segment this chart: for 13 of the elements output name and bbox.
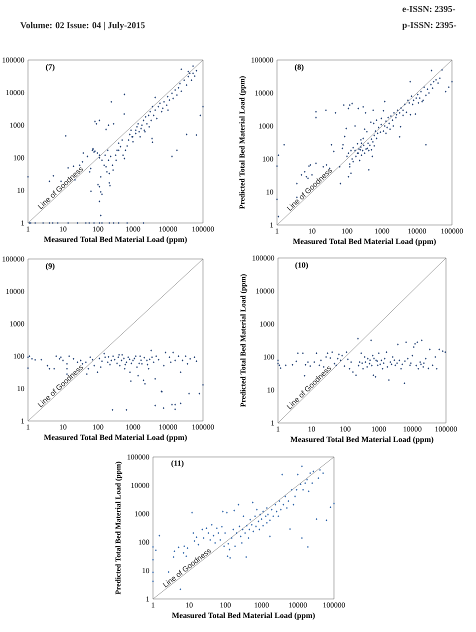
text: p-ISSN: 2395- (402, 22, 456, 30)
x-axis-title: Measured Total Bed Material Load (ppm) (172, 612, 315, 620)
x-axis-title: Measured Total Bed Material Load (ppm) (44, 434, 187, 442)
text: e-ISSN: 2395- (402, 6, 456, 12)
chart-title: (9) (46, 263, 54, 270)
chart-title: (8) (294, 64, 304, 72)
text: Volume: 02 Issue: 04 | July-2015 (20, 22, 145, 30)
chart-title: (11) (171, 460, 184, 468)
x-axis-title: Measured Total Bed Material Load (ppm) (44, 236, 187, 244)
chart-title: (7) (46, 64, 54, 72)
x-axis-title: Measured Total Bed Material Load (ppm) (292, 238, 436, 246)
x-axis-title: Measured Total Bed Material Load (ppm) (290, 436, 434, 444)
chart-title: (10) (295, 262, 308, 270)
